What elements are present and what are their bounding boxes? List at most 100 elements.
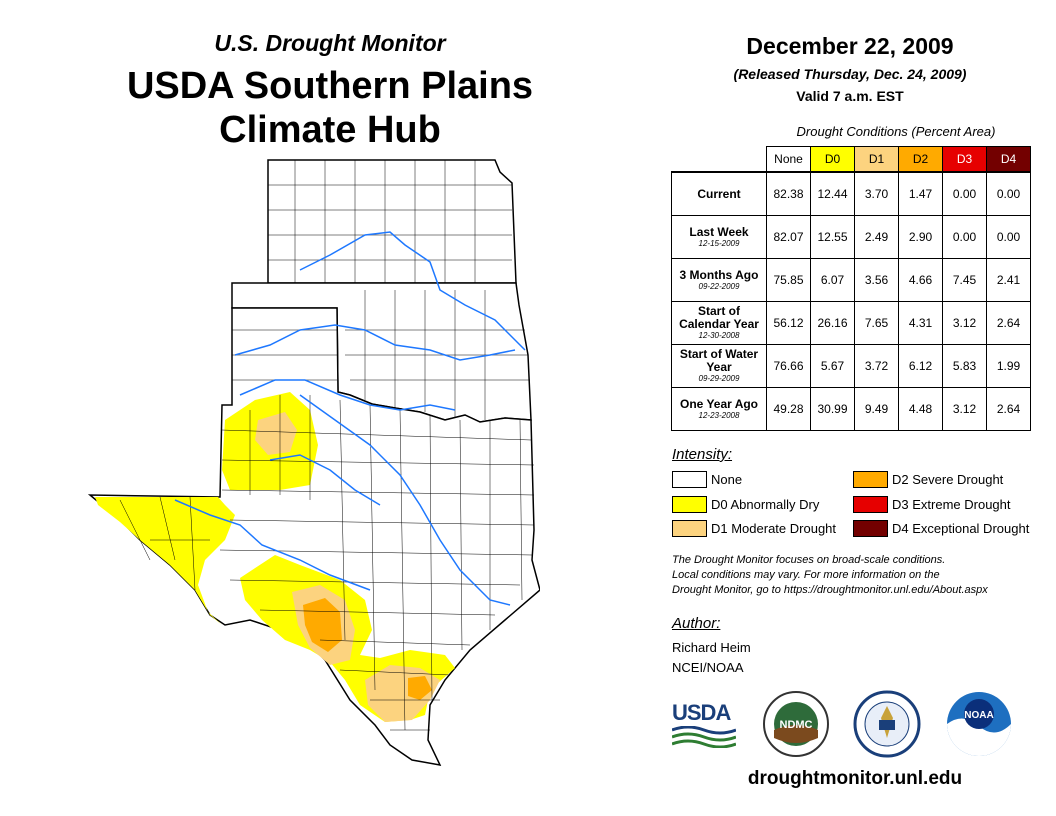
drought-note: The Drought Monitor focuses on broad-sca…	[672, 553, 1042, 598]
table-cell: 26.16	[810, 301, 855, 345]
d0-west-texas	[95, 497, 235, 625]
col-d3: D3	[942, 146, 987, 173]
row-label-3-months: 3 Months Ago 09-22-2009	[671, 258, 767, 302]
usda-logo: USDA	[671, 700, 737, 749]
conditions-header-row: None D0 D1 D2 D3 D4	[672, 146, 1031, 173]
legend-label-d3: D3 Extreme Drought	[892, 497, 1011, 512]
usda-waves-icon	[671, 725, 737, 749]
table-row: Last Week 12-15-2009 82.07 12.55 2.49 2.9…	[671, 215, 1031, 259]
table-cell: 7.65	[854, 301, 899, 345]
table-row: 3 Months Ago 09-22-2009 75.85 6.07 3.56 4…	[671, 258, 1031, 302]
table-cell: 3.12	[942, 387, 987, 431]
legend-label-d0: D0 Abnormally Dry	[711, 497, 820, 512]
conditions-table: None D0 D1 D2 D3 D4 Current 82.38 12.44 …	[671, 146, 1031, 431]
table-row: Start of Water Year 09-29-2009 76.66 5.67…	[671, 344, 1031, 388]
map-subtitle: U.S. Drought Monitor	[214, 30, 446, 56]
table-cell: 1.47	[898, 171, 943, 216]
row-label-last-week: Last Week 12-15-2009	[671, 215, 767, 259]
table-cell: 5.67	[810, 344, 855, 388]
release-date: (Released Thursday, Dec. 24, 2009)	[733, 66, 967, 82]
legend-swatch-d1	[672, 520, 707, 537]
table-cell: 6.12	[898, 344, 943, 388]
svg-text:NOAA: NOAA	[964, 710, 993, 721]
legend-label-d1: D1 Moderate Drought	[711, 521, 837, 536]
legend-swatch-d2	[853, 471, 888, 488]
table-cell: 4.31	[898, 301, 943, 345]
col-d2: D2	[898, 146, 943, 173]
legend-label-d4: D4 Exceptional Drought	[892, 521, 1030, 536]
col-d1: D1	[854, 146, 899, 173]
legend-title: Intensity:	[672, 446, 733, 463]
map-title-line1: USDA Southern Plains	[126, 65, 534, 107]
d1-panhandle	[255, 412, 297, 455]
note-line: The Drought Monitor focuses on broad-sca…	[672, 554, 946, 566]
table-cell: 2.41	[986, 258, 1031, 302]
d2-south-texas	[408, 676, 432, 700]
map-title: USDA Southern Plains Climate Hub	[60, 64, 600, 152]
legend-swatch-none	[672, 471, 707, 488]
table-cell: 49.28	[766, 387, 811, 431]
note-line: Drought Monitor, go to https://droughtmo…	[672, 584, 988, 596]
map-date: December 22, 2009	[746, 33, 954, 59]
table-cell: 3.56	[854, 258, 899, 302]
legend-swatch-d4	[853, 520, 888, 537]
svg-text:NDMC: NDMC	[780, 719, 813, 731]
table-cell: 76.66	[766, 344, 811, 388]
drought-map	[87, 159, 540, 766]
table-cell: 4.66	[898, 258, 943, 302]
table-cell: 12.55	[810, 215, 855, 259]
table-cell: 0.00	[942, 171, 987, 216]
legend-label-d2: D2 Severe Drought	[892, 472, 1004, 487]
table-row: One Year Ago 12-23-2008 49.28 30.99 9.49 …	[671, 387, 1031, 431]
author-name: Richard Heim	[672, 640, 751, 655]
table-cell: 4.48	[898, 387, 943, 431]
table-cell: 12.44	[810, 171, 855, 216]
table-cell: 6.07	[810, 258, 855, 302]
table-cell: 56.12	[766, 301, 811, 345]
table-cell: 75.85	[766, 258, 811, 302]
table-cell: 2.64	[986, 387, 1031, 431]
legend-label-none: None	[711, 472, 743, 487]
col-d4: D4	[986, 146, 1031, 173]
table-cell: 0.00	[942, 215, 987, 259]
table-cell: 2.90	[898, 215, 943, 259]
row-label-one-year-ago: One Year Ago 12-23-2008	[671, 387, 767, 431]
table-cell: 30.99	[810, 387, 855, 431]
row-label-water-year: Start of Water Year 09-29-2009	[671, 344, 767, 388]
table-cell: 3.12	[942, 301, 987, 345]
row-label-calendar-year: Start of Calendar Year 12-30-2008	[671, 301, 767, 345]
col-d0: D0	[810, 146, 855, 173]
table-cell: 3.72	[854, 344, 899, 388]
author-heading: Author:	[672, 615, 721, 632]
table-row: Current 82.38 12.44 3.70 1.47 0.00 0.00	[671, 171, 1031, 216]
table-row: Start of Calendar Year 12-30-2008 56.12 2…	[671, 301, 1031, 345]
table-cell: 82.38	[766, 171, 811, 216]
table-cell: 82.07	[766, 215, 811, 259]
table-cell: 7.45	[942, 258, 987, 302]
author-org: NCEI/NOAA	[672, 660, 744, 675]
noaa-logo: NOAA	[947, 692, 1011, 756]
county-lines	[119, 160, 535, 731]
ndmc-logo: NDMC	[763, 691, 829, 757]
table-cell: 0.00	[986, 215, 1031, 259]
author-info: Richard Heim NCEI/NOAA	[672, 638, 751, 678]
map-title-line2: Climate Hub	[219, 109, 441, 151]
table-cell: 5.83	[942, 344, 987, 388]
table-cell: 1.99	[986, 344, 1031, 388]
table-cell: 0.00	[986, 171, 1031, 216]
table-cell: 9.49	[854, 387, 899, 431]
rivers	[174, 231, 526, 606]
conditions-caption: Drought Conditions (Percent Area)	[796, 124, 996, 139]
col-none: None	[766, 146, 811, 173]
legend-swatch-d0	[672, 496, 707, 513]
note-line: Local conditions may vary. For more info…	[672, 569, 940, 581]
footer-url[interactable]: droughtmonitor.unl.edu	[747, 768, 963, 789]
row-label-current: Current	[671, 171, 767, 216]
commerce-seal-icon	[853, 690, 921, 758]
valid-time: Valid 7 a.m. EST	[796, 88, 904, 104]
table-cell: 2.64	[986, 301, 1031, 345]
table-cell: 2.49	[854, 215, 899, 259]
legend-swatch-d3	[853, 496, 888, 513]
table-cell: 3.70	[854, 171, 899, 216]
kansas-region	[267, 159, 517, 284]
